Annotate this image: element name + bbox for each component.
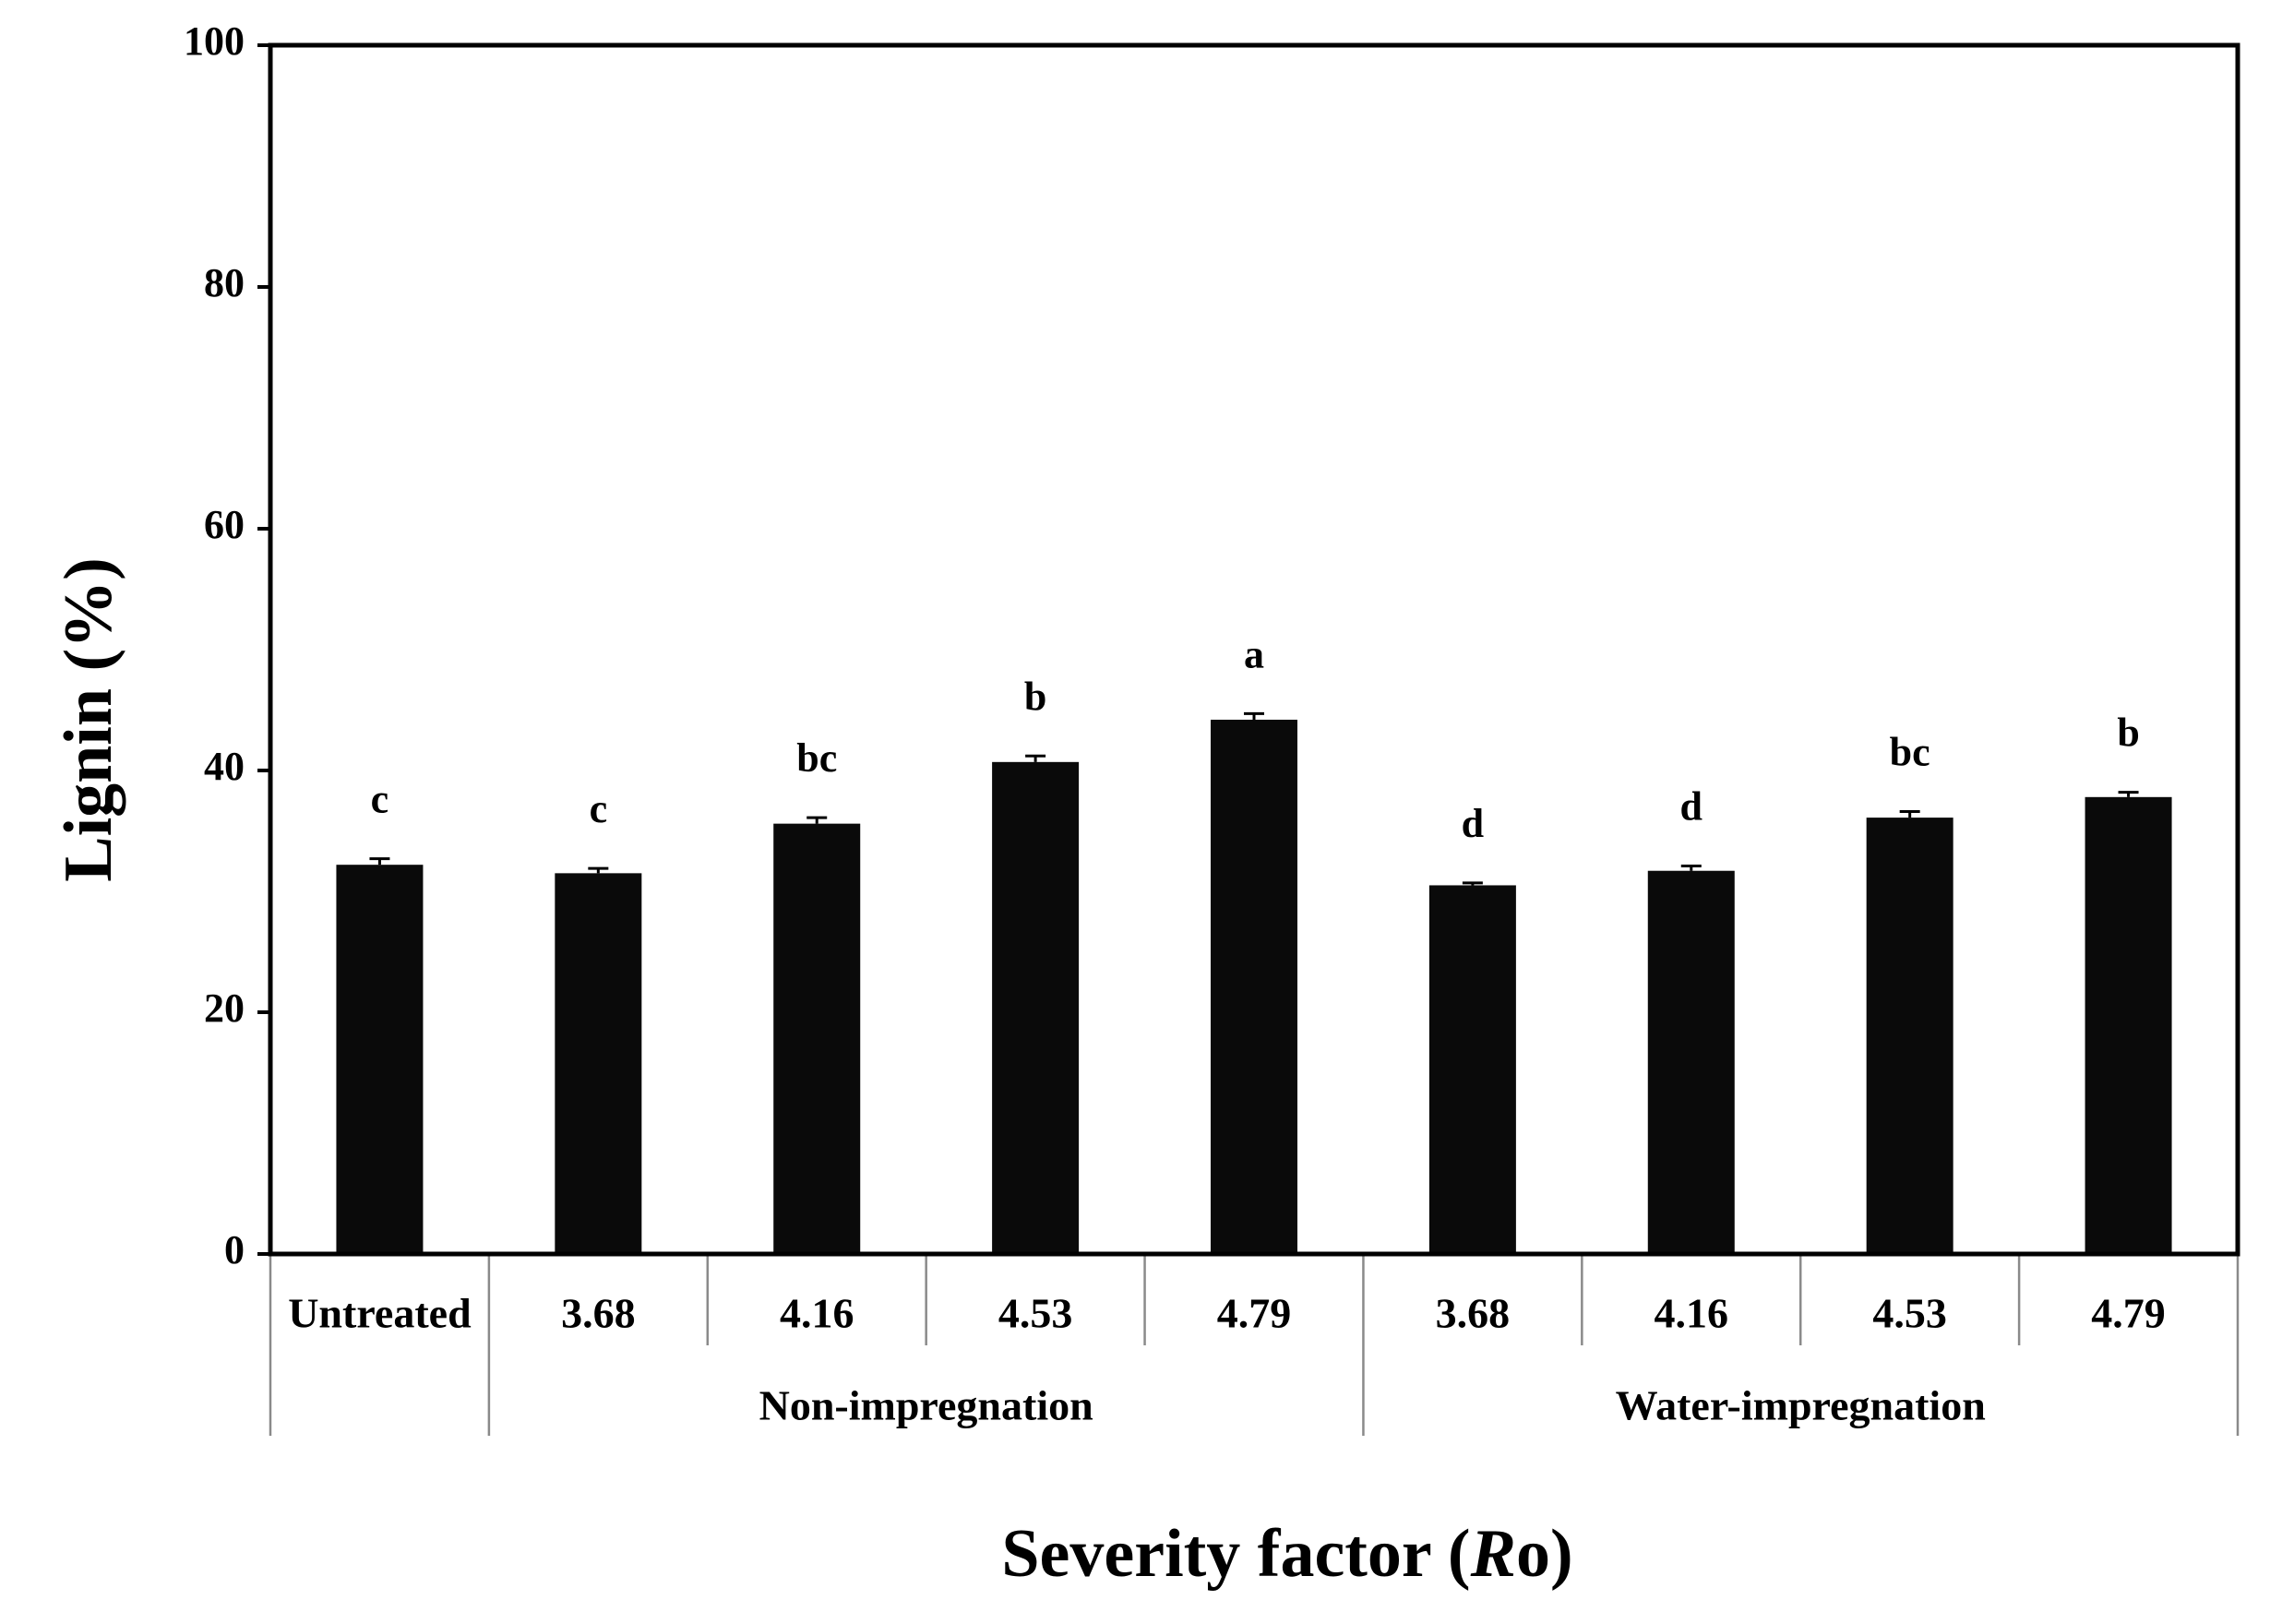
bar [336,865,424,1254]
bar [555,873,642,1254]
y-tick-label: 60 [204,502,245,547]
significance-label: d [1680,783,1702,829]
significance-label: b [2117,710,2139,756]
y-axis-title: Lignin (%) [51,557,126,882]
bars: c c bc b a d d bc b [336,631,2172,1254]
x-axis-title-part-1: Severity factor ( [1001,1516,1470,1592]
plot-frame [268,42,2240,1257]
x-category-label: 3.68 [561,1290,636,1337]
x-axis-title-part-3: o) [1516,1516,1573,1592]
x-axis-title: Severity factor (Ro) [1001,1516,1572,1592]
bar [992,761,1080,1254]
x-category-label: 4.53 [1872,1290,1947,1337]
x-category-label: Untreated [288,1290,472,1337]
bar [1211,719,1297,1254]
x-group-label: Water-impregnation [1616,1382,1986,1429]
bar [1428,885,1516,1254]
significance-label: d [1462,801,1484,846]
x-axis-categories: Untreated 3.68 4.16 4.53 4.79 3.68 4.16 4.53 4.7… [269,1254,2240,1436]
significance-label: c [590,786,608,831]
x-category-label: 3.68 [1436,1290,1511,1337]
significance-label: a [1244,631,1264,676]
x-category-label: 4.79 [2091,1290,2166,1337]
y-tick-label: 100 [184,18,245,64]
y-axis-ticks: 0 20 40 60 80 100 [184,18,270,1272]
significance-label: bc [1890,730,1930,775]
y-tick-label: 0 [224,1227,245,1272]
x-category-label: 4.79 [1217,1290,1292,1337]
x-axis-title-part-2: R [1470,1516,1516,1592]
y-tick-label: 40 [204,744,245,789]
y-tick-label: 20 [204,985,245,1031]
bar [2085,796,2172,1254]
x-group-label: Non-impregnation [759,1382,1093,1429]
x-category-label: 4.53 [998,1290,1073,1337]
bar [1647,870,1735,1254]
x-category-label: 4.16 [1655,1290,1729,1337]
significance-label: b [1024,674,1046,719]
bar [773,823,861,1254]
x-category-label: 4.16 [780,1290,854,1337]
y-tick-label: 80 [204,260,245,305]
bar [1866,818,1953,1254]
significance-label: c [371,777,389,822]
significance-label: bc [796,735,837,781]
